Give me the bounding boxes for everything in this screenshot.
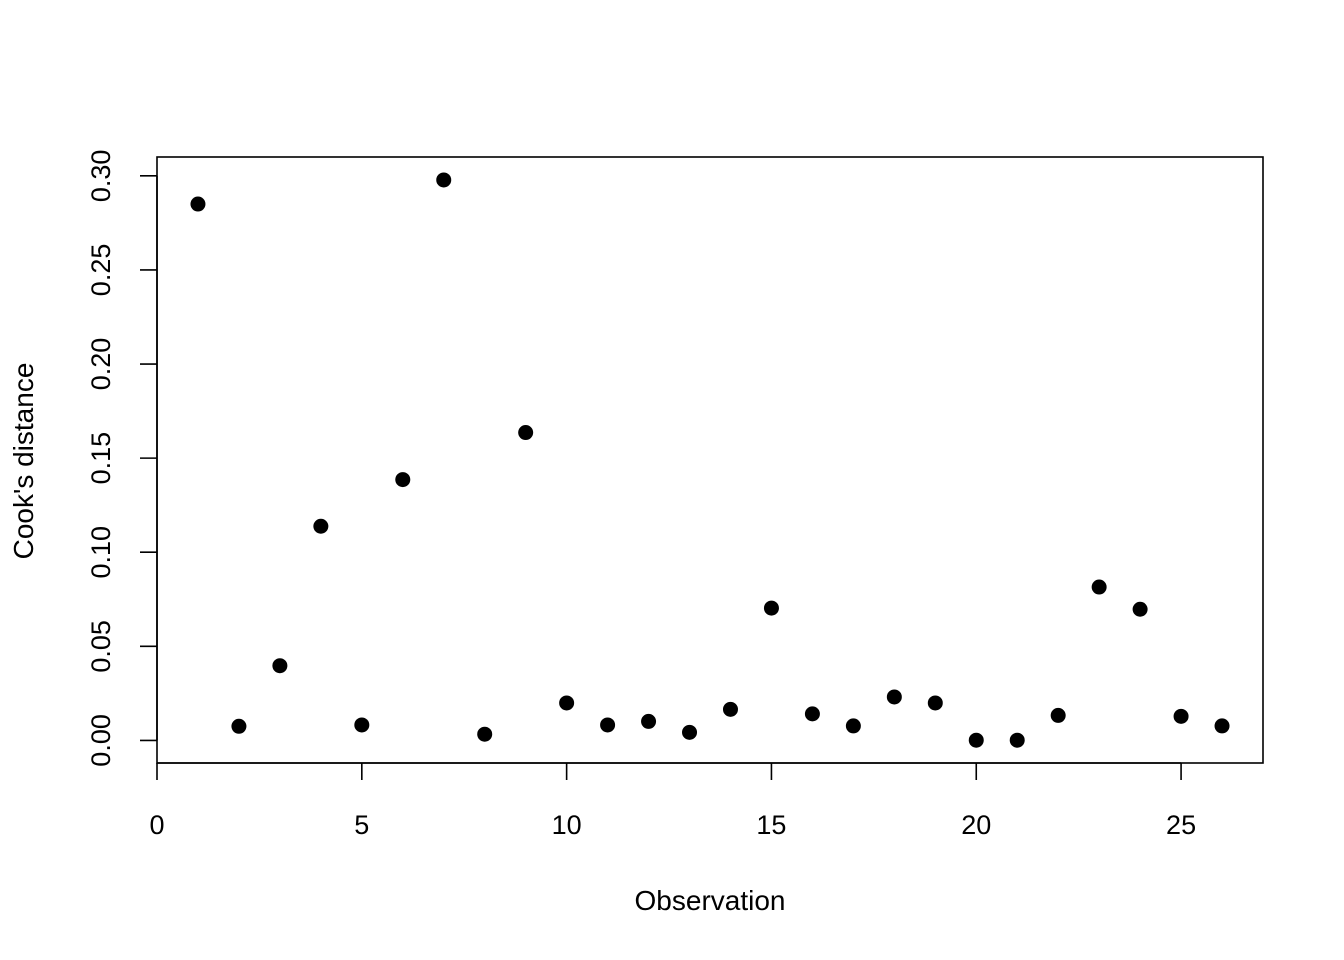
x-tick-label: 15 — [756, 810, 786, 840]
x-axis-title: Observation — [635, 885, 786, 916]
data-point — [1009, 732, 1025, 748]
data-point — [722, 701, 738, 717]
y-tick-label: 0.00 — [86, 714, 116, 767]
data-point — [1132, 601, 1148, 617]
y-axis: 0.00 0.05 0.10 0.15 0.20 0.25 0.30 — [86, 150, 158, 767]
data-points — [190, 172, 1230, 748]
data-point — [927, 695, 943, 711]
data-point — [354, 717, 370, 733]
data-point — [886, 689, 902, 705]
data-point — [559, 695, 575, 711]
plot-frame — [156, 156, 1264, 764]
data-point — [763, 600, 779, 616]
data-point — [518, 425, 534, 441]
data-point — [845, 718, 861, 734]
data-point — [436, 172, 452, 188]
y-tick-label: 0.05 — [86, 620, 116, 673]
data-point — [313, 518, 329, 534]
y-tick-label: 0.10 — [86, 526, 116, 579]
data-point — [1050, 707, 1066, 723]
x-tick-label: 0 — [149, 810, 164, 840]
data-point — [231, 718, 247, 734]
data-point — [395, 472, 411, 488]
y-tick-label: 0.15 — [86, 432, 116, 485]
x-tick-label: 20 — [961, 810, 991, 840]
data-point — [804, 706, 820, 722]
data-point — [968, 732, 984, 748]
data-point — [1173, 708, 1189, 724]
y-tick-label: 0.25 — [86, 244, 116, 297]
data-point — [477, 726, 493, 742]
data-point — [272, 658, 288, 674]
x-tick-label: 10 — [552, 810, 582, 840]
data-point — [190, 196, 206, 212]
y-tick-label: 0.20 — [86, 338, 116, 391]
data-point — [682, 724, 698, 740]
data-point — [1214, 718, 1230, 734]
data-point — [641, 713, 657, 729]
x-tick-label: 5 — [354, 810, 369, 840]
y-axis-title: Cook's distance — [8, 363, 39, 560]
data-point — [600, 717, 616, 733]
x-tick-label: 25 — [1166, 810, 1196, 840]
y-tick-label: 0.30 — [86, 150, 116, 203]
data-point — [1091, 579, 1107, 595]
x-axis: 0 5 10 15 20 25 — [149, 762, 1196, 840]
